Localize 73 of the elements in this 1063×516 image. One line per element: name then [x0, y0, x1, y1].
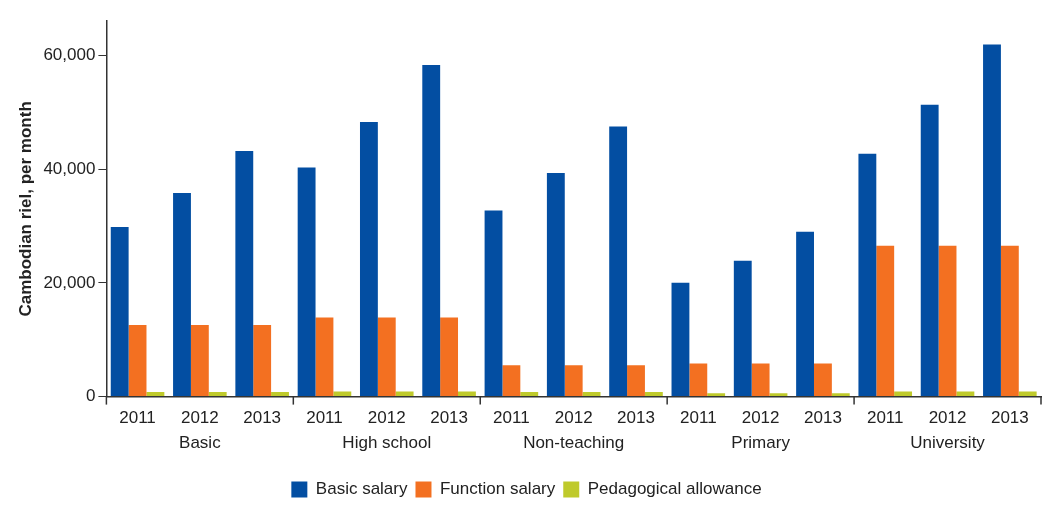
bar: [707, 393, 726, 397]
text: Primary: [731, 432, 791, 452]
bar: [422, 65, 441, 397]
legend-label: Function salary: [439, 479, 556, 499]
bar: [271, 392, 289, 397]
bar: [831, 393, 850, 397]
bar: [440, 317, 459, 397]
x-tick-label: 2013: [804, 408, 842, 428]
bar: [671, 282, 690, 397]
bar: [315, 317, 334, 397]
bar: [128, 324, 147, 397]
bar: [956, 391, 975, 397]
x-tick-label: 2012: [180, 408, 219, 428]
x-tick-label: 2011: [306, 408, 343, 428]
bar: [564, 365, 583, 397]
bar: [110, 227, 129, 397]
x-tick-label: 2013: [430, 408, 468, 428]
bar: [983, 44, 1001, 397]
y-tick-label: 20,000: [43, 272, 96, 292]
bar: [377, 317, 396, 397]
bar: [796, 231, 814, 397]
text: Basic: [179, 432, 222, 452]
x-tick-label: 2013: [243, 408, 282, 428]
y-tick-label: 40,000: [43, 158, 96, 178]
bar: [146, 392, 165, 397]
text: High school: [342, 432, 432, 452]
bar: [751, 363, 770, 397]
x-tick-label: 2011: [680, 408, 717, 428]
bar: [733, 260, 752, 397]
x-tick-label: 2011: [119, 408, 156, 428]
bar: [235, 150, 254, 397]
bar: [627, 365, 645, 397]
legend-label: Pedagogical allowance: [587, 479, 762, 499]
y-tick-label: 0: [85, 386, 96, 406]
bar: [644, 392, 663, 397]
bar: [173, 192, 191, 397]
bar: [858, 153, 877, 397]
bar: [1018, 391, 1037, 397]
bar: [359, 121, 378, 397]
bar: [484, 210, 503, 397]
x-tick-label: 2012: [741, 408, 780, 428]
bar: [208, 392, 227, 397]
bar: [920, 104, 939, 397]
bar: [333, 391, 352, 397]
bar: [395, 391, 414, 397]
x-tick-label: 2012: [554, 408, 593, 428]
x-tick-label: 2012: [928, 408, 967, 428]
bar: [297, 167, 316, 397]
x-tick-label: 2011: [493, 408, 530, 428]
bar: [546, 173, 565, 397]
x-tick-label: 2013: [617, 408, 655, 428]
x-tick-label: 2011: [866, 408, 904, 428]
bar: [814, 363, 832, 397]
y-axis-title: Cambodian riel, per month: [15, 101, 35, 317]
text: University: [910, 432, 986, 452]
legend-label: Basic salary: [315, 479, 408, 499]
bar: [502, 365, 521, 397]
bar: [769, 393, 788, 397]
bar: [609, 126, 628, 397]
bar: [1000, 245, 1019, 397]
bar: [894, 391, 913, 397]
bar: [876, 245, 895, 397]
bar: [689, 363, 708, 397]
x-tick-label: 2012: [367, 408, 406, 428]
y-tick-label: 60,000: [43, 45, 96, 65]
bar: [458, 391, 476, 397]
bar: [253, 324, 272, 397]
bar: [938, 245, 957, 397]
text: Non-teaching: [523, 432, 625, 452]
bar: [520, 392, 539, 397]
bar: [190, 324, 209, 397]
bar: [582, 392, 601, 397]
x-tick-label: 2013: [990, 408, 1029, 428]
